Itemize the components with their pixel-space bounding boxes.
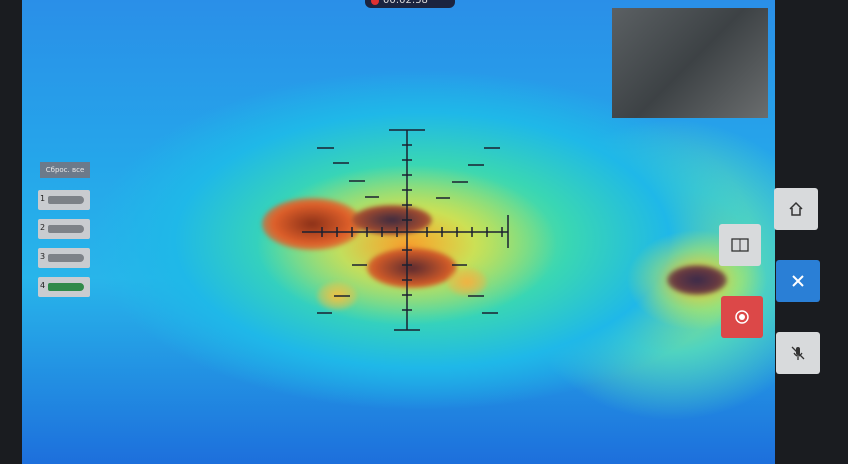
home-button[interactable] (774, 188, 818, 230)
heat-spot (262, 198, 362, 250)
weapon-slot[interactable]: 1 (38, 190, 90, 210)
bomb-icon (48, 254, 84, 262)
mute-mic-button[interactable] (776, 332, 820, 374)
record-button[interactable] (721, 296, 763, 338)
record-icon (735, 310, 749, 324)
weapon-slot[interactable]: 3 (38, 248, 90, 268)
heat-spot (352, 205, 432, 235)
recording-indicator: 00:02:58 (365, 0, 455, 8)
bomb-icon (48, 283, 84, 291)
heat-spot (367, 248, 457, 288)
timer: 00:02:58 (383, 0, 428, 6)
bomb-icon (48, 196, 84, 204)
weapon-slot[interactable]: 4 (38, 277, 90, 297)
map-icon (731, 238, 749, 252)
bomb-icon (48, 225, 84, 233)
crosshair (302, 129, 509, 331)
camera-inset (612, 8, 768, 118)
weapon-slot[interactable]: 2 (38, 219, 90, 239)
drop-all-button[interactable]: Сброс. все (40, 162, 90, 178)
heat-spot (447, 268, 487, 296)
close-icon (792, 275, 804, 287)
rec-dot (371, 0, 379, 5)
home-icon (789, 201, 803, 216)
mic-off-icon (791, 346, 805, 360)
slot-number: 4 (40, 281, 46, 290)
reticle (302, 129, 509, 331)
slot-number: 1 (40, 194, 46, 203)
slot-number: 3 (40, 252, 46, 261)
close-button[interactable] (776, 260, 820, 302)
map-button[interactable] (719, 224, 761, 266)
slot-number: 2 (40, 223, 46, 232)
heat-spot (667, 265, 727, 295)
